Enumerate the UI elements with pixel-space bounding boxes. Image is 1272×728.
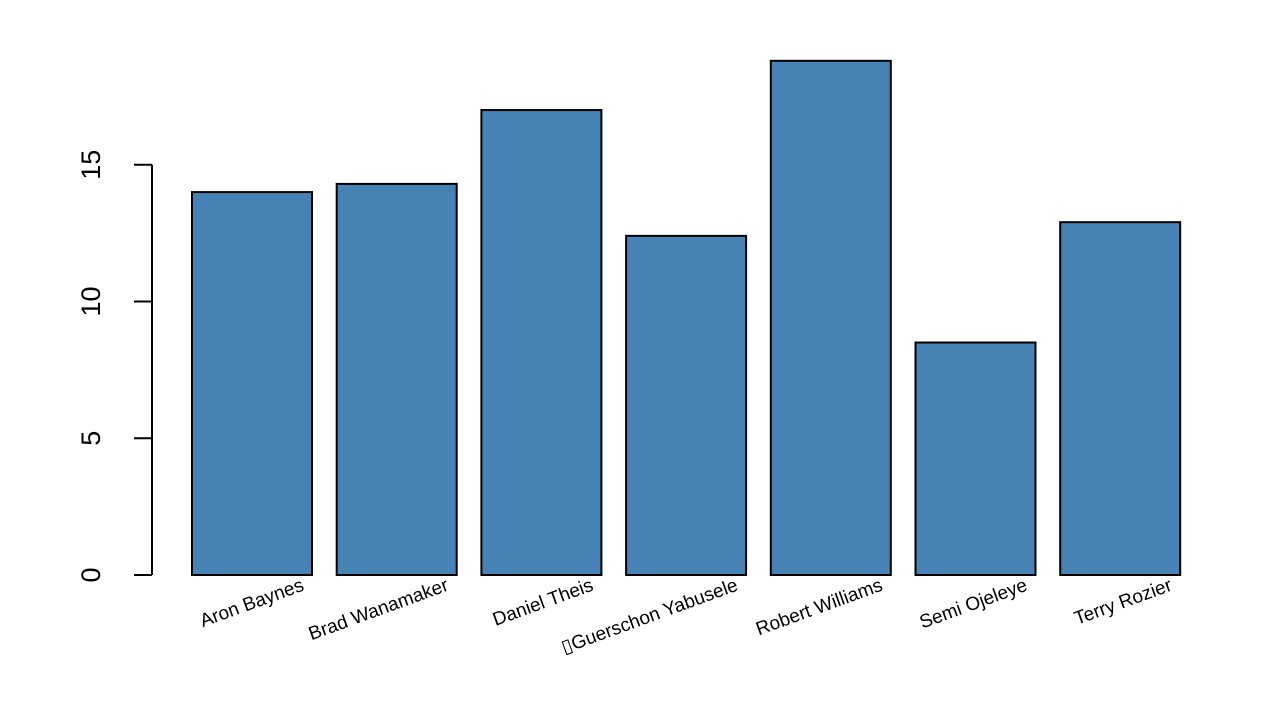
- y-tick-label: 15: [76, 150, 106, 180]
- x-tick-label: Terry Rozier: [1071, 575, 1175, 630]
- x-tick-label: Semi Ojeleye: [917, 575, 1030, 633]
- y-axis: 0 5 10 15: [76, 150, 153, 583]
- bar: [625, 234, 748, 577]
- bar: [480, 109, 603, 577]
- y-tick-label: 0: [76, 567, 106, 582]
- bar: [769, 59, 892, 576]
- y-tick-label: 5: [76, 431, 106, 446]
- x-tick-label: Aron Baynes: [197, 575, 306, 632]
- bars: [191, 59, 1182, 577]
- bar: [914, 341, 1037, 576]
- x-axis-labels: Aron Baynes Brad Wanamaker Daniel Theis▯Gu…: [197, 575, 1175, 659]
- bar: [1059, 221, 1182, 576]
- x-tick-label: Brad Wanamaker: [306, 575, 452, 645]
- bar: [191, 191, 313, 576]
- x-tick-label: Robert Williams: [753, 575, 885, 640]
- x-tick-label: Daniel Theis: [490, 575, 596, 631]
- y-tick-label: 10: [76, 286, 106, 316]
- bar: [335, 182, 458, 577]
